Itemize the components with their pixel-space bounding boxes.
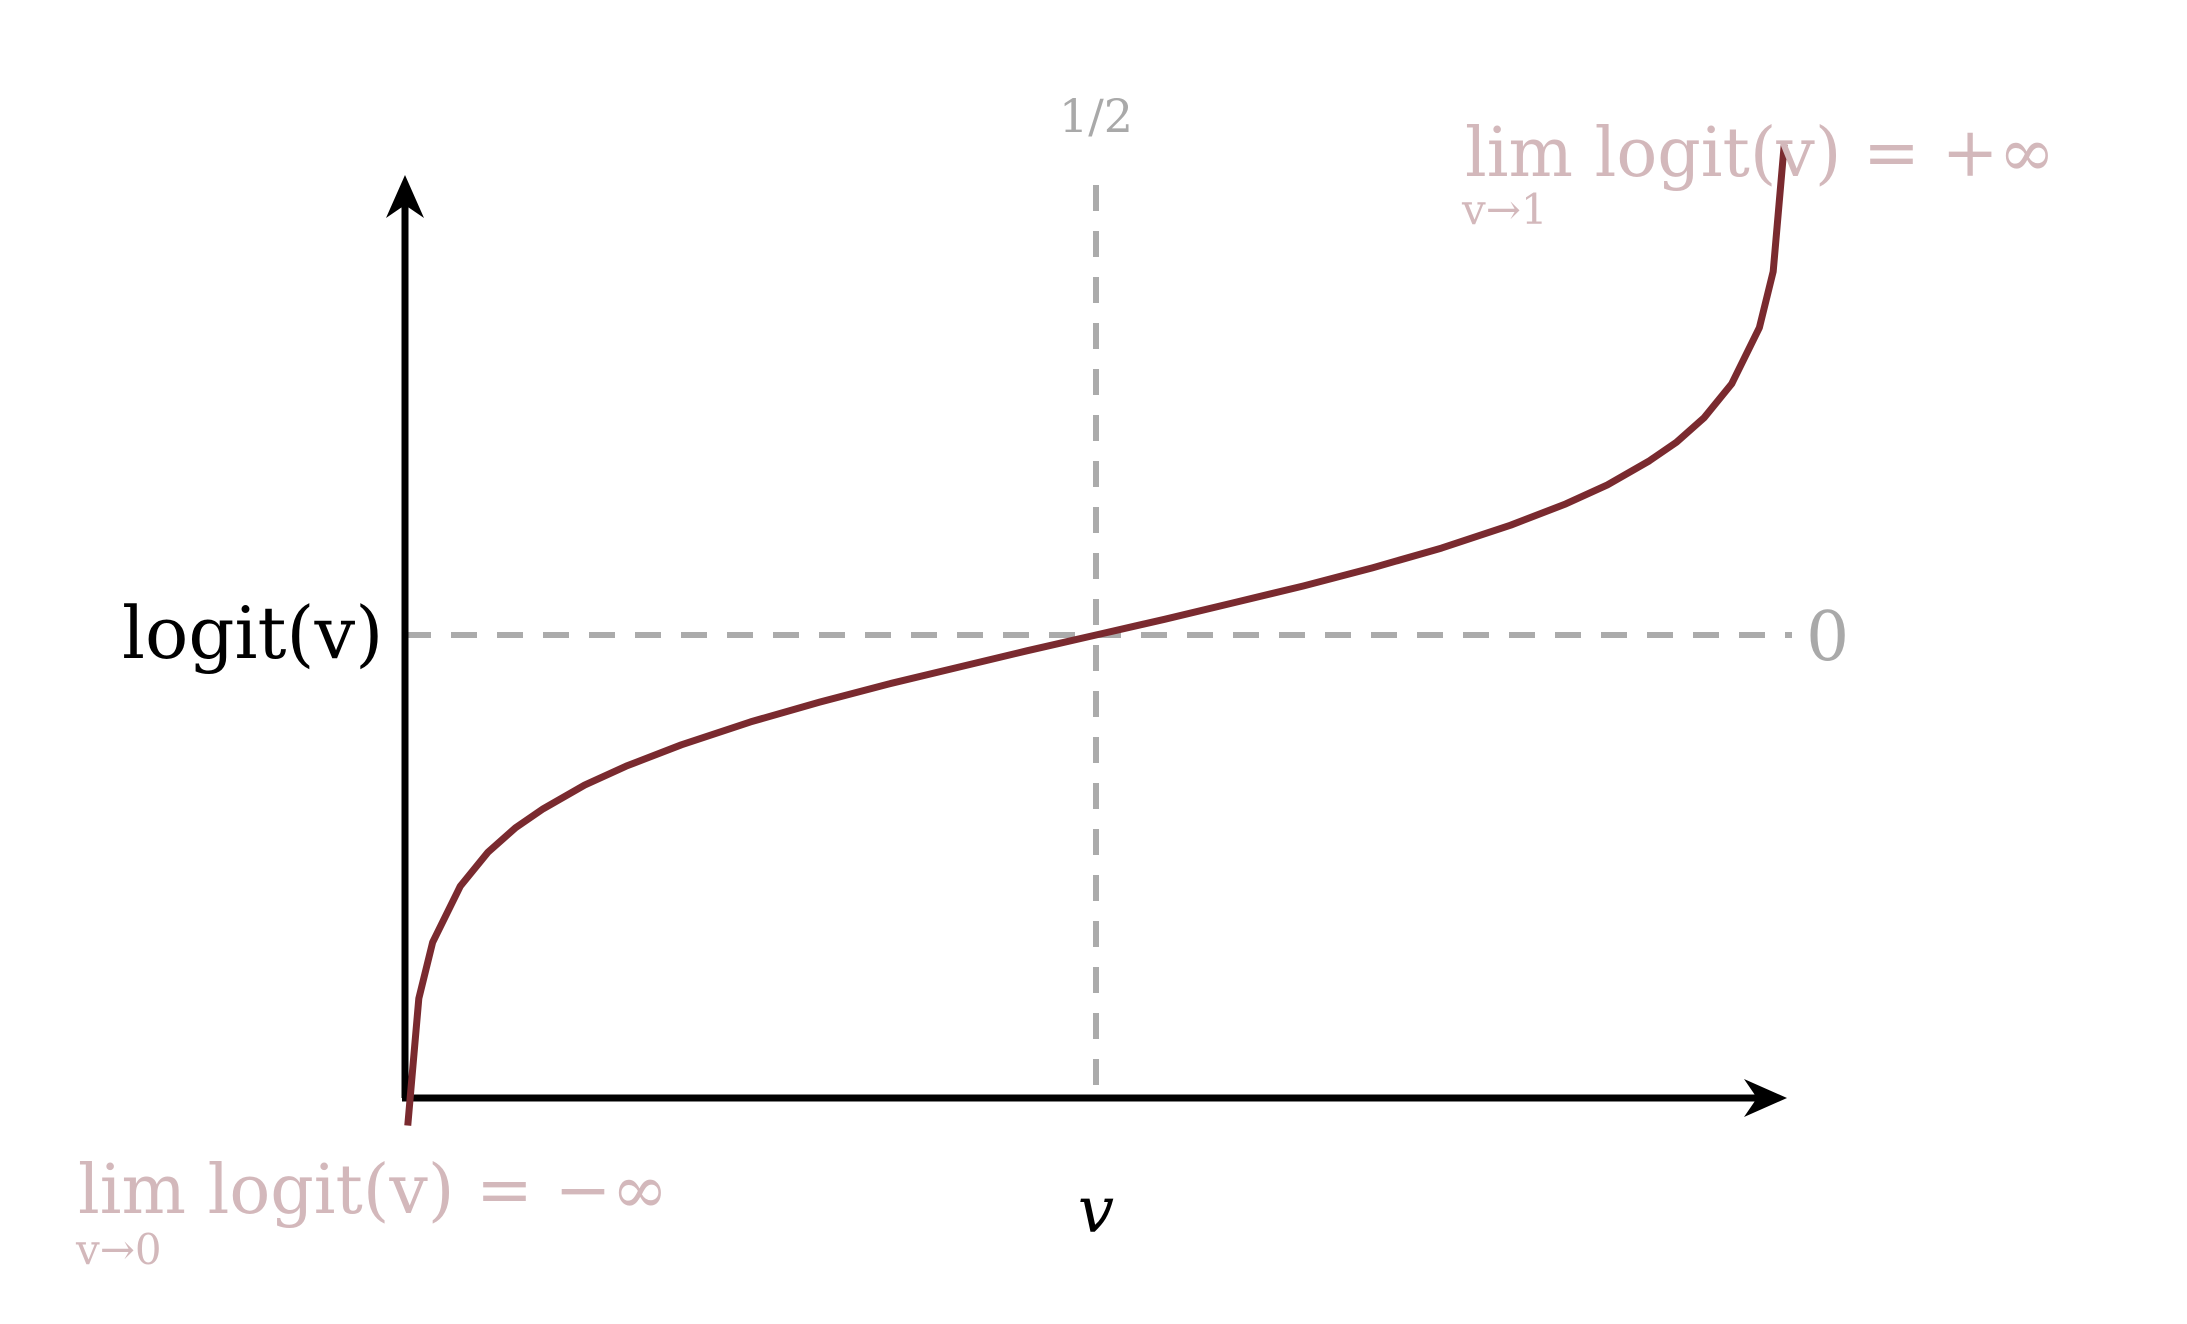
x-axis-label: v [1078, 1174, 1114, 1248]
upper-limit-annotation: lim logit(v) = +∞ [1465, 114, 2055, 193]
x-axis-arrowhead [1744, 1079, 1787, 1117]
y-axis-arrowhead [386, 175, 424, 218]
horizontal-reference-label: 0 [1806, 598, 1849, 677]
logit-series-line [404, 144, 1788, 1126]
vertical-reference-label: 1/2 [1059, 89, 1133, 143]
lower-limit-annotation: lim logit(v) = −∞ [78, 1151, 668, 1230]
lower-limit-subscript: v→0 [75, 1225, 162, 1274]
upper-limit-subscript: v→1 [1461, 185, 1548, 234]
y-axis-label: logit(v) [122, 591, 383, 675]
